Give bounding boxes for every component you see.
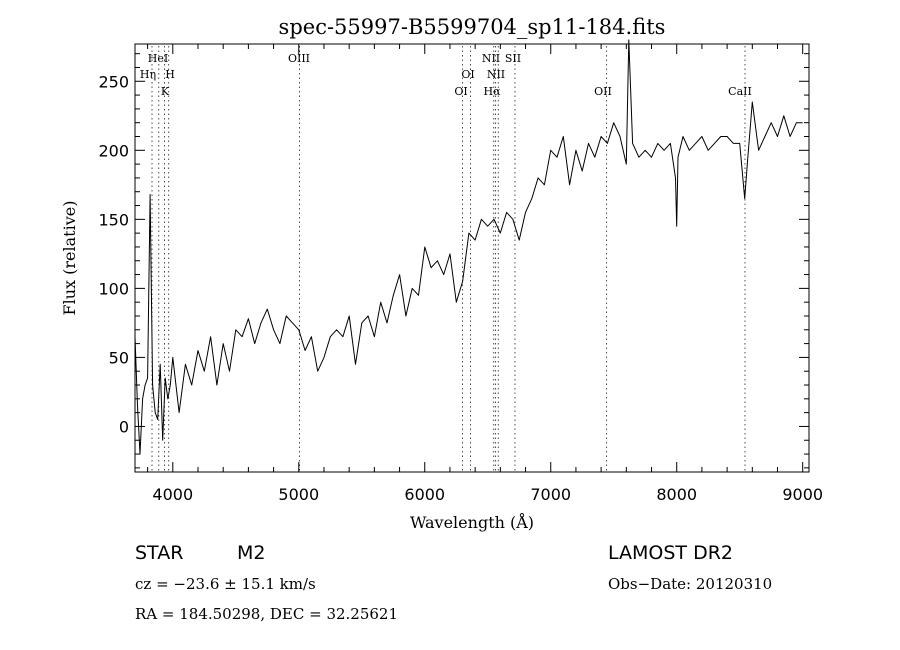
spectral-line-label: OI: [461, 68, 474, 81]
chart-title: spec-55997-B5599704_sp11-184.fits: [279, 15, 666, 39]
y-tick-label: 0: [119, 417, 129, 436]
spectral-line-label: OII: [594, 85, 612, 98]
data-layer: [134, 39, 803, 455]
spectral-line-label: CaII: [728, 85, 752, 98]
x-tick-label: 9000: [782, 485, 823, 504]
x-tick-label: 7000: [530, 485, 571, 504]
spectral-line-label: H: [165, 68, 175, 81]
y-tick-label: 200: [98, 141, 129, 160]
x-tick-label: 5000: [278, 485, 319, 504]
spectral-line-label: SII: [505, 52, 521, 65]
spectral-line-label: NII: [487, 68, 505, 81]
x-axis-ticks: 4000 5000 6000 7000 8000 9000: [147, 44, 823, 504]
y-tick-label: 50: [109, 348, 129, 367]
object-class: STAR: [135, 542, 183, 564]
y-axis-label: Flux (relative): [60, 201, 79, 316]
spectral-line-label: HeI: [148, 52, 168, 65]
spectrum-series-line: [134, 39, 803, 455]
x-tick-label: 8000: [656, 485, 697, 504]
x-axis-label: Wavelength (Å): [410, 512, 534, 532]
ra-dec-coordinates: RA = 184.50298, DEC = 32.25621: [135, 605, 398, 623]
y-tick-label: 250: [98, 72, 129, 91]
spectral-line-label: NII: [482, 52, 500, 65]
observation-date: Obs−Date: 20120310: [608, 575, 772, 593]
y-tick-label: 150: [98, 210, 129, 229]
x-tick-label: 6000: [404, 485, 445, 504]
plot-frame: [134, 43, 810, 473]
y-axis-ticks: 0 50 100 150 200 250: [98, 53, 809, 469]
y-tick-label: 100: [98, 279, 129, 298]
survey-name: LAMOST DR2: [608, 542, 733, 564]
x-tick-label: 4000: [152, 485, 193, 504]
object-subclass: M2: [237, 542, 265, 564]
redshift-cz: cz = −23.6 ± 15.1 km/s: [135, 575, 316, 593]
spectral-line-label: K: [161, 85, 170, 98]
spectral-line-label: OIII: [288, 52, 310, 65]
spectral-line-label: OI: [454, 85, 467, 98]
spectral-line-label: Hα: [483, 85, 501, 98]
spectral-line-label: Hη: [140, 68, 156, 81]
